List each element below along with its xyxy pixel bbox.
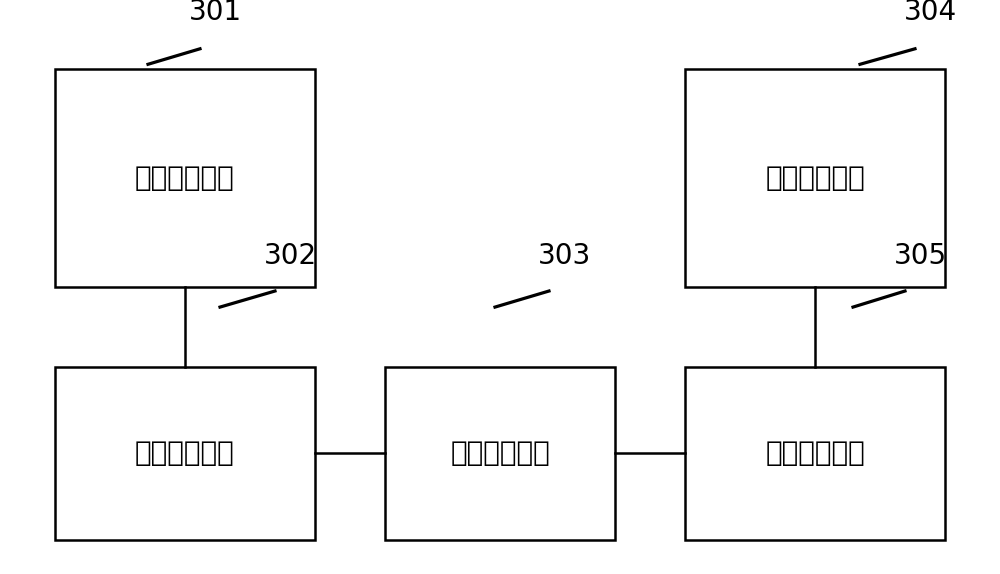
Bar	[685, 69, 945, 287]
Text: 301: 301	[188, 0, 242, 26]
Bar	[385, 367, 615, 540]
Text: 第一确定单元: 第一确定单元	[135, 164, 235, 192]
Text: 第三确定单元: 第三确定单元	[765, 440, 865, 467]
Bar	[55, 69, 315, 287]
Text: 304: 304	[903, 0, 957, 26]
Text: 第二确定单元: 第二确定单元	[450, 440, 550, 467]
Text: 303: 303	[538, 242, 592, 270]
Bar	[55, 367, 315, 540]
Text: 302: 302	[263, 242, 317, 270]
Bar	[685, 367, 945, 540]
Text: 第二获取单元: 第二获取单元	[765, 164, 865, 192]
Text: 305: 305	[893, 242, 947, 270]
Text: 第一获取单元: 第一获取单元	[135, 440, 235, 467]
